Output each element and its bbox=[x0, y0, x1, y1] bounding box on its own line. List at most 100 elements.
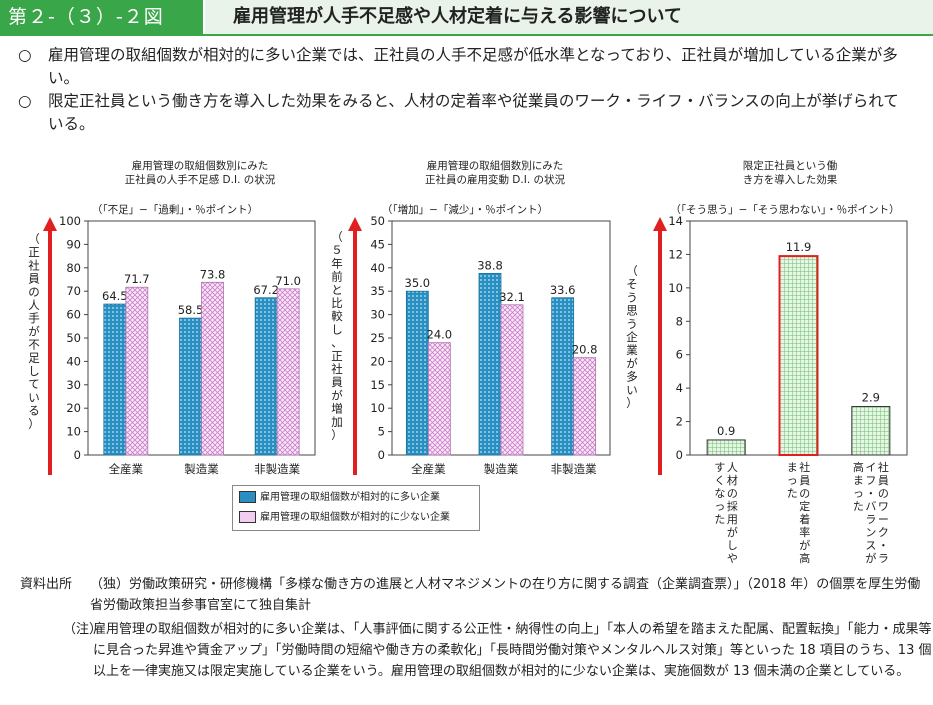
y-axis-label: 手 bbox=[28, 311, 40, 325]
y-tick-label: 5 bbox=[378, 425, 385, 439]
y-tick-label: 25 bbox=[370, 331, 385, 345]
summary: ○ 雇用管理の取組個数が相対的に多い企業では、正社員の人手不足感が低水準となって… bbox=[0, 44, 933, 136]
y-tick-label: 6 bbox=[676, 348, 683, 362]
category-label: ま bbox=[853, 474, 864, 487]
y-axis-label: （ bbox=[28, 232, 40, 246]
y-axis-label: 比 bbox=[331, 296, 343, 310]
y-axis-label: ５ bbox=[331, 243, 343, 257]
y-axis-label: 人 bbox=[28, 298, 40, 312]
data-label: 2.9 bbox=[862, 391, 880, 405]
category-label: 製造業 bbox=[484, 462, 519, 476]
y-axis-label: と bbox=[331, 283, 343, 297]
category-label: す bbox=[714, 461, 725, 474]
bar-many bbox=[179, 317, 202, 456]
category-label: 率 bbox=[799, 525, 810, 539]
data-label: 73.8 bbox=[200, 267, 226, 281]
y-tick-label: 40 bbox=[66, 354, 81, 368]
category-label: バ bbox=[865, 500, 876, 513]
y-axis-label: 正 bbox=[28, 245, 40, 259]
y-axis-label: 業 bbox=[626, 343, 638, 357]
y-tick-label: 35 bbox=[370, 284, 385, 298]
y-axis-label: 企 bbox=[626, 330, 638, 344]
figure-title: 雇用管理が人手不足感や人材定着に与える影響について bbox=[205, 0, 933, 34]
legend-item-few: 雇用管理の取組個数が相対的に少ない企業 bbox=[239, 511, 450, 525]
y-axis-label: が bbox=[626, 356, 638, 370]
y-axis-label: 正 bbox=[331, 349, 343, 363]
y-axis-label: い bbox=[28, 390, 40, 404]
y-tick-label: 45 bbox=[370, 237, 385, 251]
category-label: の bbox=[799, 487, 810, 500]
data-label: 24.0 bbox=[427, 328, 453, 342]
data-label: 38.8 bbox=[477, 258, 503, 272]
summary-item: ○ 雇用管理の取組個数が相対的に多い企業では、正社員の人手不足感が低水準となって… bbox=[0, 44, 913, 90]
y-axis-label: て bbox=[28, 377, 40, 391]
y-tick-label: 30 bbox=[370, 308, 385, 322]
y-axis-label: 足 bbox=[28, 351, 40, 365]
y-axis-label: 思 bbox=[626, 304, 638, 318]
unit-note: （「不足」−「過剰」・％ポイント） bbox=[92, 204, 258, 216]
data-label: 67.2 bbox=[253, 283, 279, 297]
category-label: ク bbox=[878, 526, 889, 539]
bar-effect bbox=[851, 406, 891, 456]
y-tick-label: 10 bbox=[668, 281, 683, 295]
category-label: イ bbox=[865, 461, 876, 474]
category-label: ー bbox=[878, 513, 889, 526]
category-label: 高 bbox=[799, 551, 810, 565]
data-label: 71.7 bbox=[124, 272, 150, 286]
data-label: 71.0 bbox=[275, 274, 301, 288]
category-label: 非製造業 bbox=[254, 462, 300, 476]
bar-many bbox=[254, 297, 278, 456]
chart-title: 正社員の雇用変動 D.I. の状況 bbox=[425, 173, 566, 186]
y-tick-label: 2 bbox=[676, 415, 683, 429]
y-tick-label: 10 bbox=[370, 401, 385, 415]
category-label: 採 bbox=[727, 499, 738, 513]
axis-arrow-head bbox=[348, 217, 362, 231]
unit-note: （「そう思う」−「そう思わない」・％ポイント） bbox=[670, 204, 899, 216]
category-label: 着 bbox=[799, 512, 810, 526]
bar-many bbox=[103, 303, 127, 456]
y-axis-label: 前 bbox=[331, 270, 343, 284]
data-label: 35.0 bbox=[405, 276, 431, 290]
category-label: フ bbox=[865, 474, 876, 487]
category-label: 用 bbox=[727, 513, 738, 526]
category-label: 員 bbox=[799, 474, 810, 487]
y-axis-label: う bbox=[626, 317, 638, 331]
y-axis-label: い bbox=[626, 383, 638, 397]
category-label: 社 bbox=[799, 460, 810, 474]
bar-many bbox=[551, 297, 575, 456]
y-axis-label: （ bbox=[331, 230, 343, 244]
y-axis-label: 員 bbox=[28, 272, 40, 286]
bar-few bbox=[427, 342, 451, 456]
y-axis-label: が bbox=[28, 324, 40, 338]
category-label: っ bbox=[714, 500, 725, 513]
y-axis-label: 社 bbox=[28, 258, 40, 272]
axis-arrow-head bbox=[653, 217, 667, 231]
data-label: 11.9 bbox=[786, 240, 812, 254]
category-label: が bbox=[727, 525, 738, 539]
category-label: が bbox=[865, 551, 876, 565]
category-label: 全産業 bbox=[411, 462, 446, 476]
y-axis-label: 不 bbox=[28, 338, 40, 352]
chart-title: 雇用管理の取組個数別にみた bbox=[132, 159, 269, 172]
bullet-icon: ○ bbox=[18, 92, 32, 110]
y-axis-label: し bbox=[28, 364, 40, 378]
category-label: っ bbox=[853, 487, 864, 500]
category-label: た bbox=[787, 487, 798, 500]
chart-legend: 雇用管理の取組個数が相対的に多い企業 雇用管理の取組個数が相対的に少ない企業 bbox=[232, 485, 480, 531]
y-axis-label: （ bbox=[626, 264, 638, 278]
bar-many bbox=[478, 273, 502, 456]
y-axis-label: 較 bbox=[331, 309, 343, 323]
y-tick-label: 70 bbox=[66, 284, 81, 298]
category-label: ラ bbox=[865, 513, 876, 526]
legend-swatch-few bbox=[239, 511, 256, 523]
y-axis-label: 加 bbox=[331, 415, 343, 429]
category-label: ・ bbox=[878, 539, 889, 552]
y-tick-label: 50 bbox=[66, 331, 81, 345]
summary-text: 雇用管理の取組個数が相対的に多い企業では、正社員の人手不足感が低水準となっており… bbox=[48, 46, 898, 87]
category-label: 高 bbox=[853, 460, 864, 474]
category-label: っ bbox=[787, 474, 798, 487]
category-label: た bbox=[853, 500, 864, 513]
category-label: く bbox=[714, 474, 725, 487]
y-axis-label: の bbox=[28, 285, 40, 299]
y-axis-label: 、 bbox=[331, 336, 343, 350]
